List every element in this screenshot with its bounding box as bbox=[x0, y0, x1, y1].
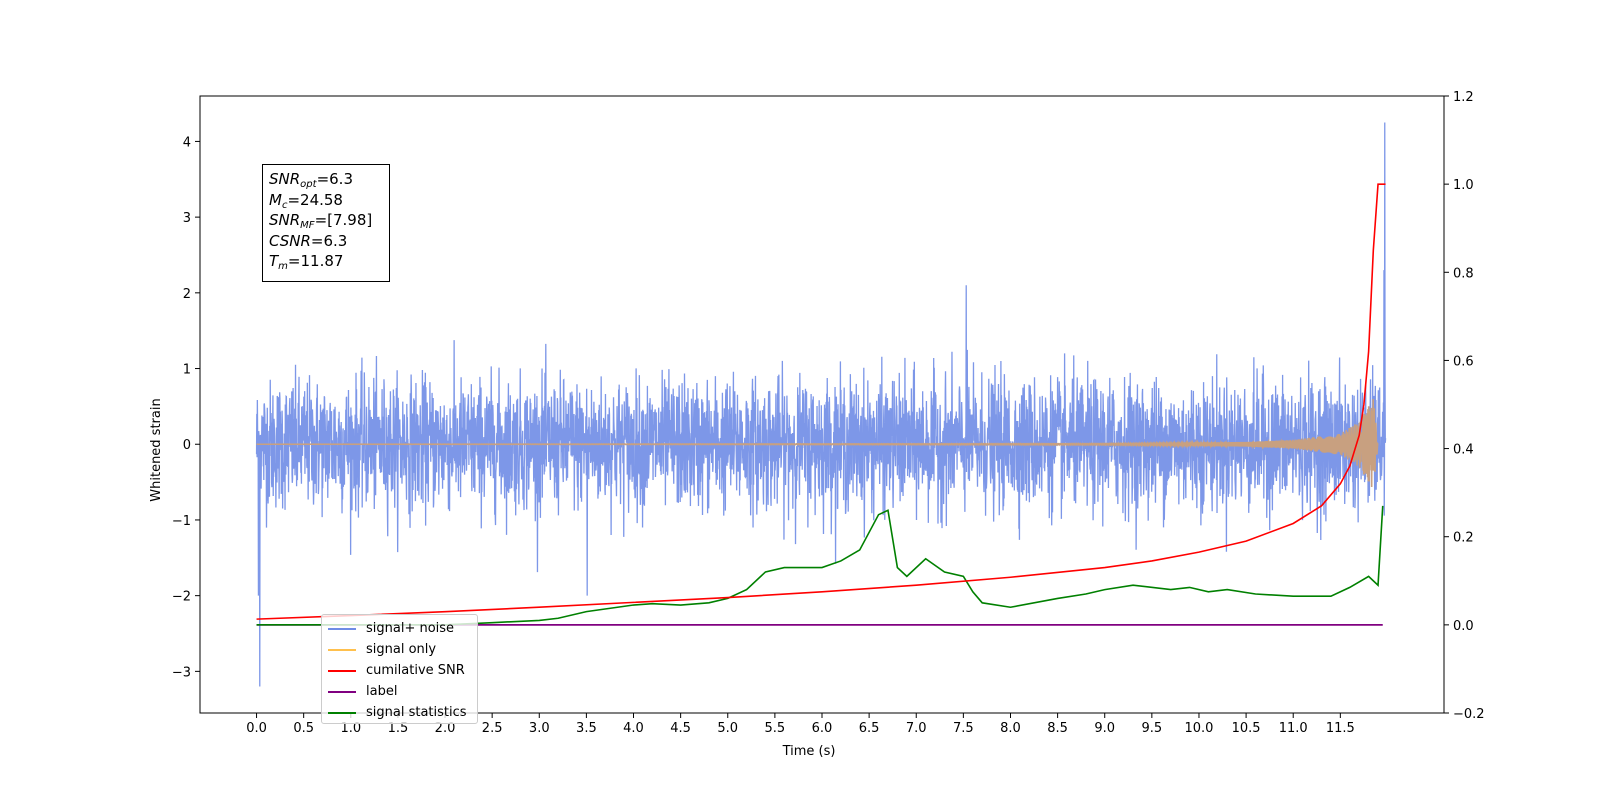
plot-area bbox=[255, 122, 1387, 687]
x-tick-label: 6.0 bbox=[812, 721, 833, 736]
x-tick-label: 4.0 bbox=[623, 721, 644, 736]
legend-swatch bbox=[328, 669, 356, 672]
legend-item: signal only bbox=[328, 639, 471, 660]
x-tick-label: 6.5 bbox=[859, 721, 880, 736]
x-axis-label: Time (s) bbox=[782, 744, 836, 759]
y2-tick-label: 0.4 bbox=[1453, 443, 1474, 458]
x-tick-label: 0.5 bbox=[293, 721, 314, 736]
x-tick-label: 3.5 bbox=[576, 721, 597, 736]
y2-tick-label: −0.2 bbox=[1453, 707, 1485, 722]
legend-swatch bbox=[328, 648, 356, 651]
x-tick-label: 1.0 bbox=[340, 721, 361, 736]
annotation-row: Mc=24.58 bbox=[269, 190, 343, 211]
x-tick-label: 0.0 bbox=[246, 721, 267, 736]
y2-tick-label: 0.8 bbox=[1453, 266, 1474, 281]
y-tick-label: 2 bbox=[183, 287, 191, 302]
legend-item: label bbox=[328, 681, 471, 702]
y2-tick-label: 1.0 bbox=[1453, 178, 1474, 193]
annotation-row: SNRopt=6.3 bbox=[269, 170, 353, 190]
y-tick-label: 3 bbox=[183, 211, 191, 226]
series-line-signal-noise bbox=[255, 122, 1387, 687]
x-tick-label: 11.5 bbox=[1326, 721, 1355, 736]
x-tick-label: 1.5 bbox=[388, 721, 409, 736]
x-tick-label: 5.0 bbox=[717, 721, 738, 736]
axes: 0.0 0.5 1.0 1.5 2.0 2.5 3.0 3.5 4.0 4.5 5.0 5.5 6.0 6… bbox=[172, 90, 1485, 736]
y-tick-label: 4 bbox=[183, 135, 191, 150]
x-tick-label: 8.5 bbox=[1047, 721, 1068, 736]
x-tick-label: 5.5 bbox=[765, 721, 786, 736]
legend-item: cumilative SNR bbox=[328, 660, 471, 681]
annotation-row: Tm=11.87 bbox=[269, 252, 344, 272]
x-tick-label: 7.0 bbox=[906, 721, 927, 736]
y-tick-label: −2 bbox=[172, 590, 191, 605]
x-tick-label: 9.5 bbox=[1142, 721, 1163, 736]
x-tick-label: 2.0 bbox=[435, 721, 456, 736]
y-tick-label: 0 bbox=[183, 438, 191, 453]
x-tick-label: 8.0 bbox=[1000, 721, 1021, 736]
annotation-box: SNRopt=6.3 Mc=24.58 SNRMF=[7.98] CSNR=6.… bbox=[262, 164, 390, 282]
x-tick-label: 9.0 bbox=[1094, 721, 1115, 736]
annotation-row: SNRMF=[7.98] bbox=[269, 211, 373, 231]
legend-swatch bbox=[328, 711, 356, 714]
x-tick-label: 10.0 bbox=[1184, 721, 1213, 736]
y-axis-label: Whitened strain bbox=[149, 398, 164, 501]
legend-item: signal statistics bbox=[328, 702, 471, 723]
x-tick-label: 7.5 bbox=[953, 721, 974, 736]
legend-swatch bbox=[328, 690, 356, 693]
y2-tick-label: 0.0 bbox=[1453, 619, 1474, 634]
y2-tick-label: 0.6 bbox=[1453, 354, 1474, 369]
x-tick-label: 3.0 bbox=[529, 721, 550, 736]
x-tick-label: 11.0 bbox=[1279, 721, 1308, 736]
series-line-signal-only bbox=[256, 399, 1379, 487]
y-tick-label: −1 bbox=[172, 514, 191, 529]
series-group bbox=[255, 122, 1387, 687]
x-tick-label: 2.5 bbox=[482, 721, 503, 736]
y-tick-label: −3 bbox=[172, 665, 191, 680]
y2-tick-label: 1.2 bbox=[1453, 90, 1474, 105]
annotation-row: CSNR=6.3 bbox=[269, 231, 348, 250]
y2-tick-label: 0.2 bbox=[1453, 531, 1474, 546]
series-line-signal-statistics bbox=[256, 505, 1384, 626]
y-tick-label: 1 bbox=[183, 363, 191, 378]
x-tick-label: 4.5 bbox=[670, 721, 691, 736]
x-tick-label: 10.5 bbox=[1232, 721, 1261, 736]
legend: signal+ noise signal only cumilative SNR… bbox=[321, 614, 478, 724]
legend-item: signal+ noise bbox=[328, 618, 471, 639]
series-line-cumulative-snr bbox=[256, 183, 1386, 620]
legend-swatch bbox=[328, 627, 356, 630]
